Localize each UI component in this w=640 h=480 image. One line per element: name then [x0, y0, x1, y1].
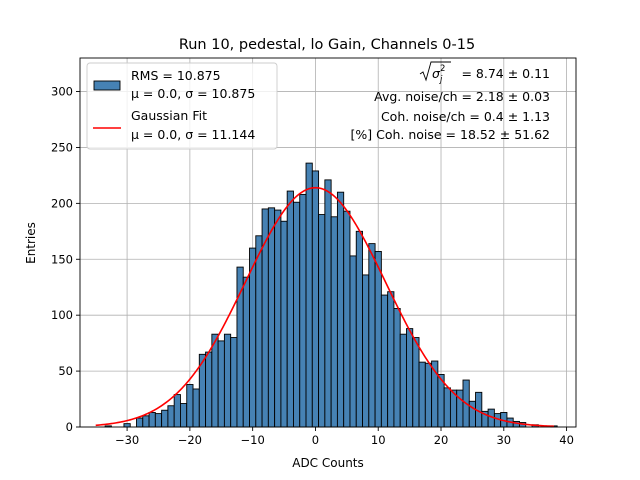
histogram-bar — [192, 388, 200, 428]
legend-histogram-line2: μ = 0.0, σ = 10.875 — [131, 86, 255, 101]
histogram-bar — [205, 351, 213, 428]
y-tick-label: 200 — [51, 196, 73, 210]
legend-fit-line2: μ = 0.0, σ = 11.144 — [131, 127, 255, 142]
sqrt-variance-value: = 8.74 ± 0.11 — [461, 66, 550, 81]
histogram-bar — [286, 190, 294, 428]
y-tick-label: 50 — [58, 364, 73, 378]
histogram-bar — [223, 333, 232, 428]
histogram-bar — [217, 340, 225, 428]
histogram-bar — [374, 250, 382, 428]
svg-text:2: 2 — [440, 64, 445, 74]
histogram-bar — [148, 412, 156, 428]
histogram-bar — [142, 415, 150, 428]
histogram-bar — [305, 162, 313, 428]
y-tick-label: 250 — [51, 140, 73, 154]
chart-title: Run 10, pedestal, lo Gain, Channels 0-15 — [179, 37, 475, 53]
histogram-bar — [136, 417, 144, 428]
sqrt-sigma-symbol: σ 2 j — [419, 61, 451, 85]
histogram-bar — [324, 179, 332, 428]
x-axis-ticks: −30 −20 −10 0 10 20 30 40 — [115, 427, 574, 447]
y-tick-label: 300 — [51, 85, 73, 99]
histogram-bar — [274, 209, 282, 428]
x-tick-label: 20 — [434, 433, 449, 447]
histogram-bar — [280, 220, 288, 428]
histogram-bar — [242, 276, 250, 428]
x-tick-label: 40 — [559, 433, 574, 447]
histogram-bar — [154, 413, 163, 428]
histogram-bar — [343, 210, 351, 428]
fit-line — [95, 186, 555, 428]
noise-annotations: σ 2 j = 8.74 ± 0.11 Avg. noise/ch = 2.18… — [350, 61, 550, 142]
legend-histogram-line1: RMS = 10.875 — [131, 68, 221, 83]
histogram-bar — [336, 191, 345, 428]
histogram-bar — [299, 193, 307, 428]
histogram-bar — [362, 274, 370, 428]
histogram-bar — [468, 400, 476, 428]
coh-noise-percent-text: [%] Coh. noise = 18.52 ± 51.62 — [350, 127, 550, 142]
histogram-bar — [167, 405, 175, 428]
histogram-bar — [249, 247, 257, 428]
avg-noise-text: Avg. noise/ch = 2.18 ± 0.03 — [374, 89, 550, 104]
histogram-bar — [412, 337, 420, 428]
histogram-bar — [368, 243, 376, 428]
histogram-bar — [230, 337, 238, 428]
x-tick-label: −20 — [178, 433, 202, 447]
histogram-bar — [173, 394, 181, 428]
y-axis-ticks: 0 50 100 150 200 250 300 — [51, 85, 80, 434]
histogram-bar — [267, 207, 276, 428]
y-tick-label: 150 — [51, 252, 73, 266]
histogram-bar — [211, 333, 219, 428]
x-tick-label: 10 — [371, 433, 386, 447]
histogram-bar — [393, 308, 401, 428]
histogram-bar — [293, 201, 301, 428]
legend: RMS = 10.875 μ = 0.0, σ = 10.875 Gaussia… — [86, 62, 278, 150]
histogram-bar — [399, 333, 407, 428]
histogram-bar — [380, 294, 389, 428]
plot-frame — [79, 57, 577, 428]
histogram-bar — [387, 291, 395, 428]
histogram-bar — [443, 387, 451, 428]
gaussian-fit-curve — [95, 186, 555, 428]
y-tick-label: 0 — [66, 420, 73, 434]
histogram-bar — [236, 266, 244, 428]
histogram-bar — [349, 255, 357, 428]
legend-swatch-histogram — [93, 80, 121, 91]
histogram-bar — [311, 170, 320, 428]
legend-fit-line1: Gaussian Fit — [131, 108, 207, 123]
svg-text:σ: σ — [432, 66, 441, 81]
histogram-bar — [406, 328, 414, 428]
histogram-bar — [355, 230, 363, 428]
histogram-bar — [424, 362, 433, 428]
histogram-bar — [186, 384, 194, 428]
histogram-bar — [318, 214, 326, 428]
histogram-bar — [255, 235, 263, 428]
x-tick-label: −30 — [115, 433, 139, 447]
x-tick-label: −10 — [241, 433, 265, 447]
histogram-bar — [330, 216, 338, 428]
y-tick-label: 100 — [51, 308, 73, 322]
x-axis-label: ADC Counts — [292, 456, 364, 470]
y-axis-label: Entries — [24, 222, 38, 264]
histogram-bar — [418, 361, 426, 428]
x-tick-label: 30 — [496, 433, 511, 447]
histogram-bar — [161, 409, 169, 428]
x-tick-label: 0 — [312, 433, 319, 447]
svg-text:j: j — [439, 75, 443, 85]
histogram-bar — [180, 403, 188, 428]
legend-box — [86, 62, 278, 150]
coh-noise-text: Coh. noise/ch = 0.4 ± 1.13 — [381, 109, 550, 124]
histogram-bar — [123, 423, 131, 428]
